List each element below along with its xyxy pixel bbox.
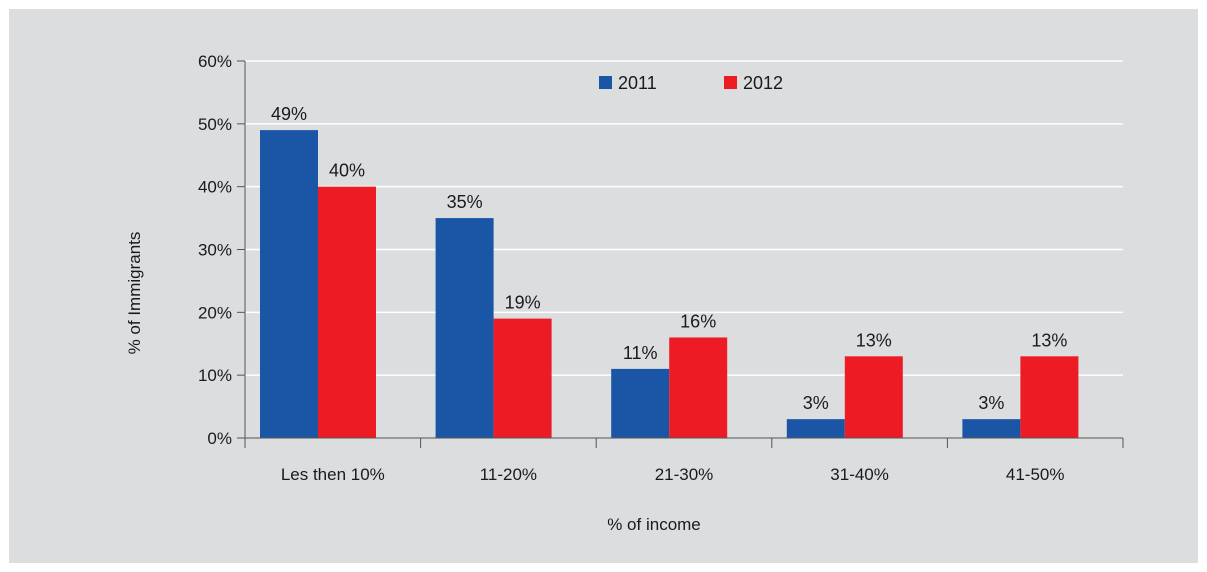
bar-2011 (786, 419, 845, 438)
y-tick-labels: 0% 10% 20% 30% 40% 50% 60% (198, 52, 232, 448)
data-label: 49% (271, 104, 307, 124)
x-tick-label: 11-20% (480, 465, 537, 484)
y-tick-label: 10% (198, 366, 232, 385)
y-tick-label: 60% (198, 52, 232, 71)
data-labels: 49% 40% 35% 19% 11% 16% 3% 13% 3% 13% (271, 104, 1067, 413)
legend-swatch-2012 (724, 76, 737, 89)
chart-panel (9, 9, 1198, 563)
data-label: 3% (803, 393, 829, 413)
y-tick-label: 20% (198, 303, 232, 322)
data-label: 13% (856, 330, 892, 350)
bar-2012 (318, 186, 376, 438)
data-label: 16% (680, 311, 716, 331)
x-tick-label: 31-40% (830, 465, 889, 484)
y-axis-title: % of Immigrants (125, 232, 144, 355)
data-label: 19% (505, 293, 541, 313)
x-tick-label: 41-50% (1006, 465, 1065, 484)
data-label: 11% (623, 343, 658, 363)
x-tick-label: Les then 10% (281, 465, 385, 484)
axes (237, 60, 1124, 448)
data-label: 13% (1031, 330, 1067, 350)
y-tick-label: 30% (198, 241, 232, 260)
bar-2011 (260, 130, 318, 438)
legend-label-2011: 2011 (618, 73, 657, 93)
bar-2011 (611, 368, 670, 438)
gridlines (245, 60, 1123, 376)
legend-swatch-2011 (599, 76, 612, 89)
data-label: 40% (329, 161, 365, 181)
bar-2012 (669, 337, 728, 438)
y-tick-label: 50% (198, 115, 232, 134)
x-tick-labels: Les then 10% 11-20% 21-30% 31-40% 41-50% (281, 465, 1065, 484)
x-axis-title: % of income (607, 515, 701, 534)
bar-2011 (435, 218, 494, 438)
bar-2012 (493, 318, 552, 438)
y-tick-label: 0% (207, 429, 232, 448)
bar-2012 (844, 356, 903, 438)
data-label: 35% (447, 192, 483, 212)
y-tick-label: 40% (198, 178, 232, 197)
bar-2012 (1020, 356, 1079, 438)
bar-2011 (962, 419, 1021, 438)
bars (260, 130, 1079, 438)
x-tick-label: 21-30% (655, 465, 714, 484)
data-label: 3% (978, 393, 1004, 413)
legend-label-2012: 2012 (743, 73, 783, 93)
legend: 2011 2012 (599, 73, 783, 93)
